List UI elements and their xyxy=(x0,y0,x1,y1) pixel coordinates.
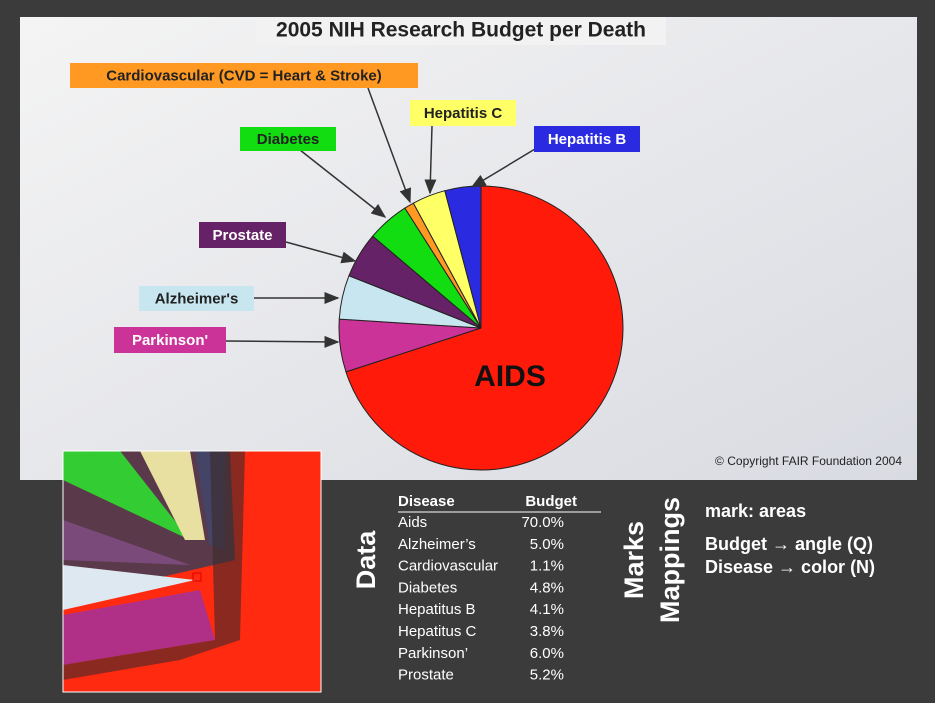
table-cell: Parkinson’ xyxy=(398,645,468,662)
table-cell: Hepatitus C xyxy=(398,623,477,640)
slice-label: Hepatitis B xyxy=(548,131,627,148)
pie-labels: Parkinson' Alzheimer's Prostate Diabetes Car… xyxy=(70,63,640,353)
table-cell: 6.0% xyxy=(530,645,564,662)
label-box xyxy=(70,63,418,88)
table-cell: 1.1% xyxy=(530,558,564,575)
table-cell: Cardiovascular xyxy=(398,558,498,575)
table-cell: Hepatitus B xyxy=(398,601,476,618)
copyright: © Copyright FAIR Foundation 2004 xyxy=(715,454,902,468)
slice xyxy=(345,185,624,471)
label-box xyxy=(114,327,226,353)
side-label: Data xyxy=(351,530,381,590)
table-cell: Prostate xyxy=(398,667,454,684)
label-box xyxy=(240,127,336,151)
table-cell: 3.8% xyxy=(530,623,564,640)
label-box xyxy=(199,222,286,248)
label-box xyxy=(410,100,516,126)
side-label: Marks xyxy=(619,521,649,599)
mapping: Disease → color (N) xyxy=(705,557,875,577)
table-cell: 70.0% xyxy=(521,514,564,531)
slice-label: Diabetes xyxy=(257,131,320,148)
pie xyxy=(338,185,624,471)
label-box xyxy=(139,286,254,311)
table-header: Budget xyxy=(525,493,577,510)
slice-label: Alzheimer's xyxy=(155,290,239,307)
label-box xyxy=(534,126,640,152)
mapping: Budget → angle (Q) xyxy=(705,534,873,554)
slice-label: Cardiovascular (CVD = Heart & Stroke) xyxy=(106,67,382,84)
slice-label: Parkinson' xyxy=(132,332,208,349)
table-cell: 4.8% xyxy=(530,579,564,596)
chart-title: 2005 NIH Research Budget per Death xyxy=(276,19,646,42)
slice-label: Hepatitis C xyxy=(424,105,503,122)
title-box xyxy=(256,17,666,45)
side-label: Mappings xyxy=(655,497,685,623)
table-cell: Alzheimer’s xyxy=(398,536,476,553)
data-table: Disease Budget Aids 70.0% Alzheimer’s 5.0% Car… xyxy=(398,493,577,684)
table-cell: Aids xyxy=(398,514,427,531)
arrows xyxy=(225,87,541,348)
zoom-inset xyxy=(62,450,322,693)
table-cell: 5.0% xyxy=(530,536,564,553)
slice-label: AIDS xyxy=(474,360,546,393)
table-cell: 4.1% xyxy=(530,601,564,618)
table-cell: Diabetes xyxy=(398,579,457,596)
table-cell: 5.2% xyxy=(530,667,564,684)
mapping: mark: areas xyxy=(705,501,806,521)
slice-label: Prostate xyxy=(212,227,272,244)
table-header: Disease xyxy=(398,493,455,510)
